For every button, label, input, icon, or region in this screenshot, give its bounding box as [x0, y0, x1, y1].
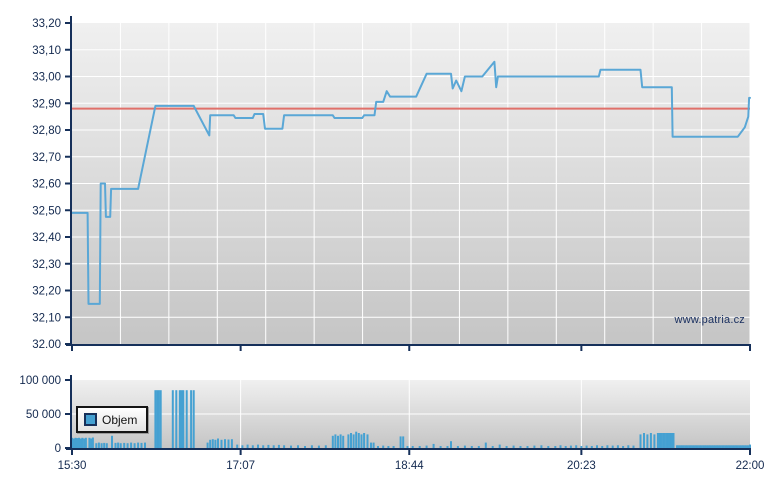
volume-gridlines — [72, 380, 750, 448]
price-gridlines — [72, 23, 751, 344]
volume-axes — [65, 375, 751, 455]
time-tick-label: 15:30 — [58, 460, 87, 472]
volume-y-tick-label: 100 000 — [19, 375, 61, 387]
time-tick-label: 18:44 — [395, 460, 424, 472]
price-y-tick-labels: 33,20 33,10 33,00 32,90 32,80 32,70 32,60 32,50… — [32, 18, 61, 351]
price-line — [71, 60, 751, 305]
price-y-tick-label: 32,20 — [32, 286, 61, 298]
volume-legend-swatch-icon — [84, 413, 97, 426]
price-y-tick-label: 32,30 — [32, 259, 61, 271]
price-axes — [65, 16, 751, 351]
price-y-tick-label: 33,00 — [32, 72, 61, 84]
price-y-tick-label: 32,60 — [32, 179, 61, 191]
volume-tick-labels: 100 000 50 000 0 15:30 17:07 18:44 20:23 22:00 — [19, 375, 764, 472]
price-y-tick-label: 33,10 — [32, 45, 61, 57]
volume-y-tick-label: 0 — [55, 443, 61, 455]
price-y-tick-label: 32,80 — [32, 125, 61, 137]
time-tick-label: 17:07 — [226, 460, 255, 472]
price-y-tick-label: 32,40 — [32, 232, 61, 244]
volume-legend-label: Objem — [102, 412, 138, 427]
price-y-tick-label: 32,90 — [32, 98, 61, 110]
price-y-tick-label: 33,20 — [32, 18, 61, 30]
time-tick-label: 20:23 — [567, 460, 596, 472]
time-tick-label: 22:00 — [736, 460, 765, 472]
price-y-tick-label: 32,50 — [32, 205, 61, 217]
volume-y-tick-label: 50 000 — [26, 409, 61, 421]
watermark-text: www.patria.cz — [674, 314, 745, 326]
volume-legend-box: Objem — [76, 406, 149, 433]
price-y-tick-label: 32,70 — [32, 152, 61, 164]
price-y-tick-label: 32,10 — [32, 312, 61, 324]
price-y-tick-label: 32.00 — [32, 339, 61, 351]
volume-bars — [71, 390, 751, 448]
